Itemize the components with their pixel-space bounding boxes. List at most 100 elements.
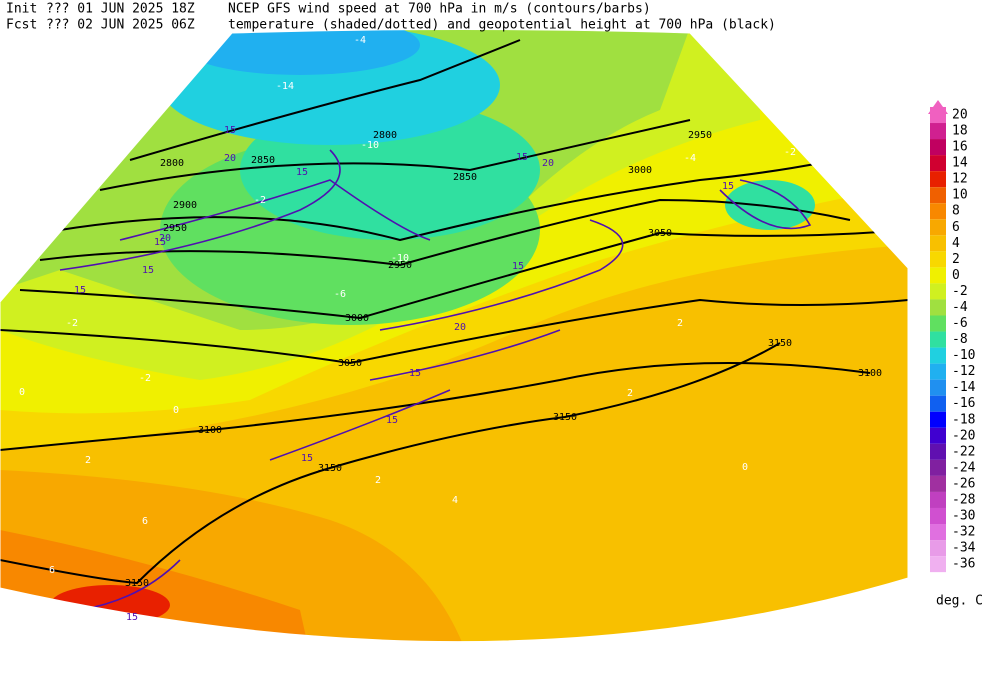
init-label: Init: [6, 2, 37, 17]
height-label: 3000: [628, 165, 652, 176]
height-label: 3050: [338, 358, 362, 369]
wind-label: 15: [74, 285, 86, 296]
colorbar-box: [930, 171, 946, 188]
wind-label: 15: [126, 612, 138, 623]
height-label: 3100: [198, 425, 222, 436]
colorbar-label: -16: [952, 396, 975, 411]
temperature-label: 0: [173, 405, 179, 416]
colorbar-box: [930, 427, 946, 444]
colorbar: 20181614121086420-2-4-6-8-10-12-14-16-18…: [930, 106, 976, 573]
temperature-label: -10: [361, 140, 379, 151]
wind-label: 15: [301, 453, 313, 464]
colorbar-label: -32: [952, 525, 975, 540]
colorbar-box: [930, 203, 946, 220]
wind-label: 15: [142, 265, 154, 276]
colorbar-label: -14: [952, 380, 976, 395]
height-label: 3150: [553, 412, 577, 423]
temperature-label: -10: [391, 253, 409, 264]
temperature-label: -14: [276, 81, 294, 92]
colorbar-label: -24: [952, 460, 976, 475]
colorbar-box: [930, 363, 946, 380]
height-contours: [0, 39, 908, 585]
wind-label: 15: [224, 125, 236, 136]
colorbar-label: -26: [952, 476, 975, 491]
temperature-label: 2: [627, 388, 633, 399]
colorbar-box: [930, 443, 946, 460]
colorbar-label: -12: [952, 364, 975, 379]
height-label: 2950: [688, 130, 712, 141]
wind-label: 15: [512, 261, 524, 272]
height-label: 3150: [318, 463, 342, 474]
temperature-label: -2: [66, 318, 78, 329]
colorbar-label: 10: [952, 188, 968, 203]
colorbar-label: -22: [952, 444, 975, 459]
height-label: 3100: [858, 368, 882, 379]
colorbar-label: -34: [952, 541, 976, 556]
colorbar-label: 4: [952, 236, 960, 251]
colorbar-label: 14: [952, 156, 968, 171]
colorbar-box: [930, 123, 946, 140]
colorbar-label: -4: [952, 300, 968, 315]
colorbar-label: 0: [952, 268, 960, 283]
title-line1: NCEP GFS wind speed at 700 hPa in m/s (c…: [228, 2, 651, 17]
colorbar-box: [930, 331, 946, 348]
temperature-label: -6: [334, 289, 346, 300]
temperature-label: 2: [677, 318, 683, 329]
map-border: [0, 29, 909, 643]
colorbar-label: 16: [952, 140, 968, 155]
height-label: 2800: [160, 158, 184, 169]
colorbar-label: -30: [952, 509, 975, 524]
height-label: 2800: [373, 130, 397, 141]
colorbar-label: -6: [952, 316, 968, 331]
colorbar-box: [930, 379, 946, 396]
title-line2: temperature (shaded/dotted) and geopoten…: [228, 18, 776, 33]
colorbar-box: [930, 395, 946, 412]
temperature-label: -4: [354, 35, 366, 46]
wind-label: 20: [542, 158, 554, 169]
colorbar-box: [930, 475, 946, 492]
colorbar-box: [930, 459, 946, 476]
colorbar-box: [930, 315, 946, 332]
height-label: 2900: [173, 200, 197, 211]
colorbar-label: -10: [952, 348, 975, 363]
colorbar-box: [930, 219, 946, 236]
height-label: 2850: [251, 155, 275, 166]
fcst-label: Fcst: [6, 18, 37, 33]
temperature-label: -2: [254, 195, 266, 206]
init-time: ??? 01 JUN 2025 18Z: [46, 2, 195, 17]
colorbar-box: [930, 556, 946, 573]
wind-label: 15: [386, 415, 398, 426]
colorbar-label: -36: [952, 557, 975, 572]
colorbar-box: [930, 283, 946, 300]
colorbar-box: [930, 251, 946, 268]
colorbar-label: 20: [952, 108, 968, 123]
wind-label: 20: [224, 153, 236, 164]
temperature-label: 0: [742, 462, 748, 473]
colorbar-label: -20: [952, 428, 975, 443]
temperature-label: 2: [85, 455, 91, 466]
height-label: 2850: [453, 172, 477, 183]
height-label: 2950: [163, 223, 187, 234]
colorbar-label: -2: [952, 284, 968, 299]
colorbar-box: [930, 540, 946, 557]
temperature-label: 0: [19, 387, 25, 398]
colorbar-box: [930, 187, 946, 204]
colorbar-box: [930, 139, 946, 156]
temperature-label: -2: [784, 147, 796, 158]
height-label: 2950: [388, 260, 412, 271]
colorbar-label: 2: [952, 252, 960, 267]
wind-label: 20: [159, 233, 171, 244]
height-label: 3050: [648, 228, 672, 239]
temperature-label: 6: [142, 516, 148, 527]
colorbar-label: 12: [952, 172, 968, 187]
height-label: 3000: [345, 313, 369, 324]
colorbar-box: [930, 106, 946, 124]
wind-label: 15: [516, 152, 528, 163]
temperature-label: 2: [375, 475, 381, 486]
colorbar-box: [930, 267, 946, 284]
colorbar-box: [930, 299, 946, 316]
colorbar-label: 6: [952, 220, 960, 235]
map-labels: 2800 2800 2850 2850 2900 2950 2950 2950 3000 3000…: [19, 35, 882, 623]
